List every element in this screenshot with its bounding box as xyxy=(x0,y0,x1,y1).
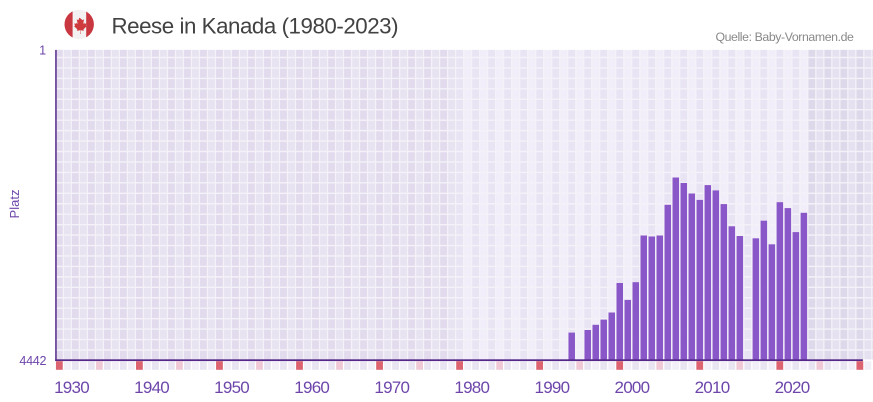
svg-text:2010: 2010 xyxy=(695,378,730,397)
svg-text:2000: 2000 xyxy=(614,378,649,397)
svg-text:1940: 1940 xyxy=(134,378,169,397)
svg-text:Quelle: Baby-Vornamen.de: Quelle: Baby-Vornamen.de xyxy=(715,30,854,44)
svg-text:1970: 1970 xyxy=(374,378,409,397)
svg-text:Reese in Kanada (1980-2023): Reese in Kanada (1980-2023) xyxy=(112,14,399,39)
svg-text:1930: 1930 xyxy=(54,378,89,397)
svg-text:1: 1 xyxy=(39,44,46,58)
svg-text:2020: 2020 xyxy=(775,378,810,397)
svg-text:1960: 1960 xyxy=(294,378,329,397)
svg-text:1950: 1950 xyxy=(214,378,249,397)
svg-text:1990: 1990 xyxy=(534,378,569,397)
svg-text:1980: 1980 xyxy=(454,378,489,397)
svg-text:Platz: Platz xyxy=(7,190,22,219)
svg-text:4442: 4442 xyxy=(19,354,46,368)
